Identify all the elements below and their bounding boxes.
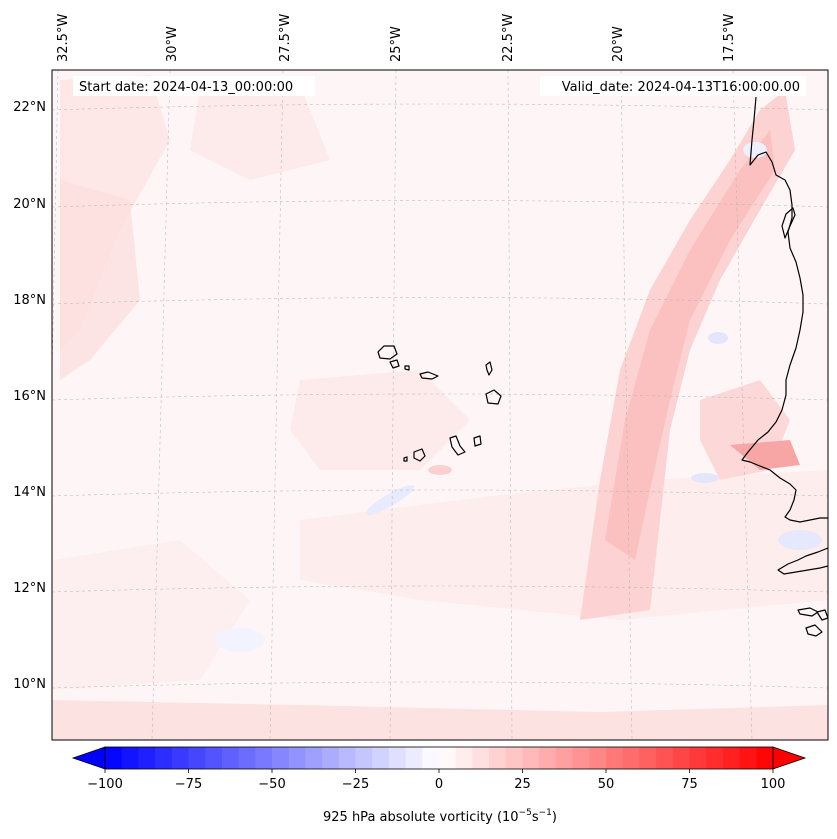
colorbar-cell	[689, 747, 707, 769]
colorbar-cell	[322, 747, 340, 769]
colorbar-cell	[622, 747, 640, 769]
colorbar-tick-label: −75	[175, 777, 202, 792]
colorbar-cell	[388, 747, 407, 769]
lon-label: 22.5°W	[501, 14, 516, 62]
colorbar-cell	[572, 747, 590, 769]
colorbar-tick-label: 25	[514, 777, 531, 792]
longitude-labels: 32.5°W 30°W 27.5°W 25°W 22.5°W 20°W 17.5…	[56, 14, 737, 62]
colorbar-cell	[756, 747, 774, 769]
colorbar-cell	[639, 747, 657, 769]
colorbar-cell	[105, 747, 123, 769]
colorbar-cell	[205, 747, 223, 769]
lon-label: 30°W	[165, 26, 180, 62]
colorbar-cell	[589, 747, 607, 769]
colorbar-tick-label: −100	[87, 777, 123, 792]
lon-label: 17.5°W	[722, 14, 737, 62]
map-area	[52, 70, 828, 740]
colorbar-cell	[739, 747, 757, 769]
colorbar: −100 −75 −50 −25 0 25 50 75 100 925 hPa absolute…	[71, 746, 807, 825]
colorbar-cell	[455, 747, 473, 769]
colorbar-cell	[656, 747, 674, 769]
colorbar-tick-label: 75	[681, 777, 698, 792]
lat-label: 14°N	[13, 485, 46, 500]
coastlines	[741, 96, 828, 637]
lat-label: 18°N	[13, 293, 46, 308]
lat-label: 10°N	[13, 677, 46, 692]
colorbar-cell	[338, 747, 356, 769]
start-date-label: Start date: 2024-04-13_00:00:00	[79, 80, 293, 95]
colorbar-label-exp1: −5	[519, 808, 532, 818]
colorbar-cell	[472, 747, 490, 769]
colorbar-min-extension	[71, 746, 106, 770]
colorbar-tick-label: −50	[258, 777, 285, 792]
colorbar-cells	[105, 747, 774, 769]
colorbar-cell	[272, 747, 290, 769]
colorbar-ticks: −100 −75 −50 −25 0 25 50 75 100	[87, 769, 785, 792]
lat-label: 20°N	[13, 197, 46, 212]
colorbar-cell	[422, 747, 440, 769]
colorbar-cell	[171, 747, 189, 769]
lat-label: 22°N	[13, 100, 46, 115]
lat-label: 16°N	[13, 389, 46, 404]
colorbar-cell	[672, 747, 690, 769]
colorbar-tick-label: −25	[342, 777, 369, 792]
colorbar-tick-label: 100	[761, 777, 786, 792]
vorticity-field	[52, 75, 828, 740]
colorbar-label-exp2: −1	[539, 808, 552, 818]
colorbar-label-mid: s	[532, 810, 539, 825]
cape-verde-islands	[377, 345, 502, 462]
map-frame	[51, 69, 829, 741]
colorbar-cell	[138, 747, 156, 769]
colorbar-cell	[405, 747, 423, 769]
colorbar-cell	[522, 747, 540, 769]
colorbar-tick-label: 50	[598, 777, 615, 792]
lon-label: 32.5°W	[56, 14, 71, 62]
africa-coastline	[741, 96, 828, 523]
colorbar-cell	[555, 747, 574, 769]
colorbar-tick-label: 0	[435, 777, 443, 792]
colorbar-cell	[722, 747, 741, 769]
colorbar-cell	[539, 747, 557, 769]
colorbar-label-text: 925 hPa absolute vorticity (10	[323, 810, 519, 825]
latitude-labels: 22°N 20°N 18°N 16°N 14°N 12°N 10°N	[13, 100, 46, 692]
colorbar-cell	[706, 747, 724, 769]
colorbar-cell	[255, 747, 273, 769]
lat-label: 12°N	[13, 581, 46, 596]
colorbar-cell	[188, 747, 206, 769]
colorbar-cell	[288, 747, 306, 769]
colorbar-cell	[606, 747, 624, 769]
valid-date-box	[540, 76, 806, 96]
colorbar-max-extension	[772, 746, 807, 770]
colorbar-cell	[489, 747, 507, 769]
colorbar-cell	[355, 747, 373, 769]
colorbar-label: 925 hPa absolute vorticity (10−5s−1)	[323, 808, 557, 825]
valid-date-label: Valid_date: 2024-04-13T16:00:00.00	[562, 80, 800, 95]
colorbar-cell	[372, 747, 390, 769]
colorbar-cell	[505, 747, 523, 769]
start-date-box	[73, 76, 315, 96]
lon-label: 27.5°W	[278, 14, 293, 62]
colorbar-label-end: )	[552, 810, 557, 825]
graticule	[52, 70, 828, 740]
colorbar-cell	[121, 747, 139, 769]
colorbar-cell	[305, 747, 323, 769]
lon-label: 20°W	[611, 26, 626, 62]
lon-label: 25°W	[389, 26, 404, 62]
colorbar-cell	[221, 747, 240, 769]
colorbar-cell	[439, 747, 457, 769]
colorbar-cell	[155, 747, 173, 769]
colorbar-cell	[238, 747, 256, 769]
